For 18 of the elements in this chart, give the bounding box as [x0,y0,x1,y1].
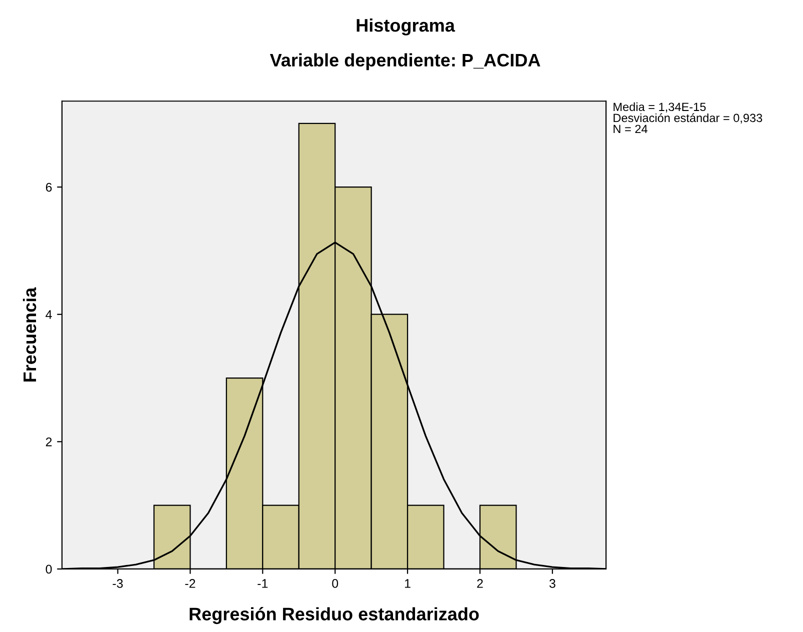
x-tick-label: -3 [112,579,123,588]
chart-subtitle: Variable dependiente: P_ACIDA [270,53,540,70]
y-tick-label: 4 [46,310,52,319]
x-axis-title: Regresión Residuo estandarizado [190,607,479,624]
x-tick-label: -1 [258,579,268,588]
text: N = 24 [614,124,648,134]
x-tick-label: -2 [185,579,196,588]
text: Desviación estándar = 0,933 [614,113,762,124]
y-axis-title: Frecuencia [22,287,36,382]
y-tick-label: 6 [46,182,52,192]
x-tick-label: 0 [332,579,338,588]
y-tick-label: 2 [46,437,52,446]
x-tick-label: 1 [405,579,410,588]
x-tick-label: 3 [549,579,556,588]
y-tick-label: 0 [46,564,52,574]
chart-title: Histograma [356,18,456,36]
x-tick-label: 2 [477,579,483,588]
text: Media = 1,34E-15 [614,102,706,112]
